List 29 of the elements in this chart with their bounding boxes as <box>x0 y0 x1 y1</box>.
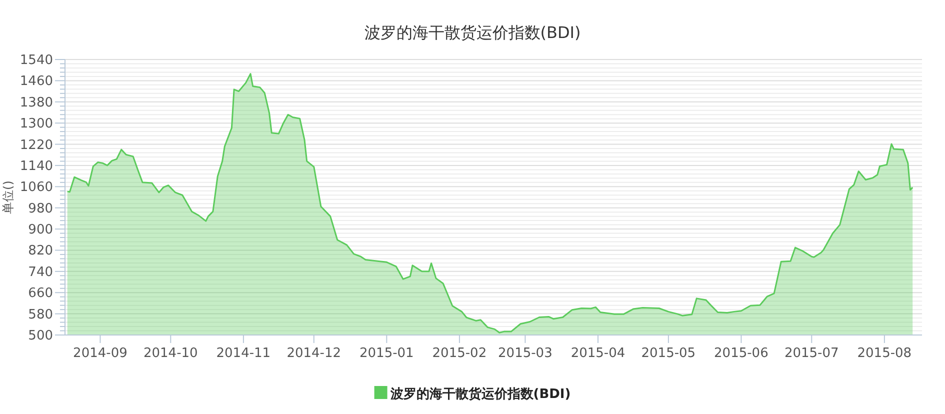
x-tick-label: 2015-01 <box>360 346 414 361</box>
y-tick-label: 980 <box>28 201 53 216</box>
x-tick-label: 2014-12 <box>286 346 342 361</box>
y-axis-title: 单位() <box>1 180 15 214</box>
x-tick-label: 2014-11 <box>216 346 271 361</box>
x-tick-label: 2014-09 <box>73 346 128 361</box>
x-tick-label: 2015-07 <box>784 346 839 361</box>
y-tick-label: 820 <box>28 244 53 259</box>
x-tick-label: 2014-10 <box>143 346 198 361</box>
y-tick-label: 1060 <box>20 180 53 196</box>
y-tick-label: 900 <box>28 222 53 238</box>
y-tick-label: 1220 <box>20 138 53 153</box>
x-tick-label: 2015-05 <box>641 346 696 361</box>
x-tick-label: 2015-04 <box>570 346 626 361</box>
y-tick-label: 1380 <box>20 95 53 110</box>
legend-item: 波罗的海干散货运价指数(BDI) <box>374 386 571 402</box>
x-tick-label: 2015-08 <box>857 346 912 361</box>
y-tick-label: 1460 <box>20 74 53 90</box>
chart-title: 波罗的海干散货运价指数(BDI) <box>364 23 581 42</box>
x-tick-label: 2015-06 <box>714 346 768 361</box>
x-tick-label: 2015-02 <box>432 346 487 361</box>
y-tick-label: 660 <box>28 286 53 302</box>
x-tick-label: 2015-03 <box>498 346 552 361</box>
y-tick-label: 500 <box>28 328 53 344</box>
y-tick-label: 580 <box>28 307 53 322</box>
y-tick-label: 1540 <box>20 53 53 68</box>
y-tick-label: 1140 <box>20 158 53 174</box>
y-tick-label: 740 <box>28 264 53 280</box>
y-tick-label: 1300 <box>20 116 53 132</box>
